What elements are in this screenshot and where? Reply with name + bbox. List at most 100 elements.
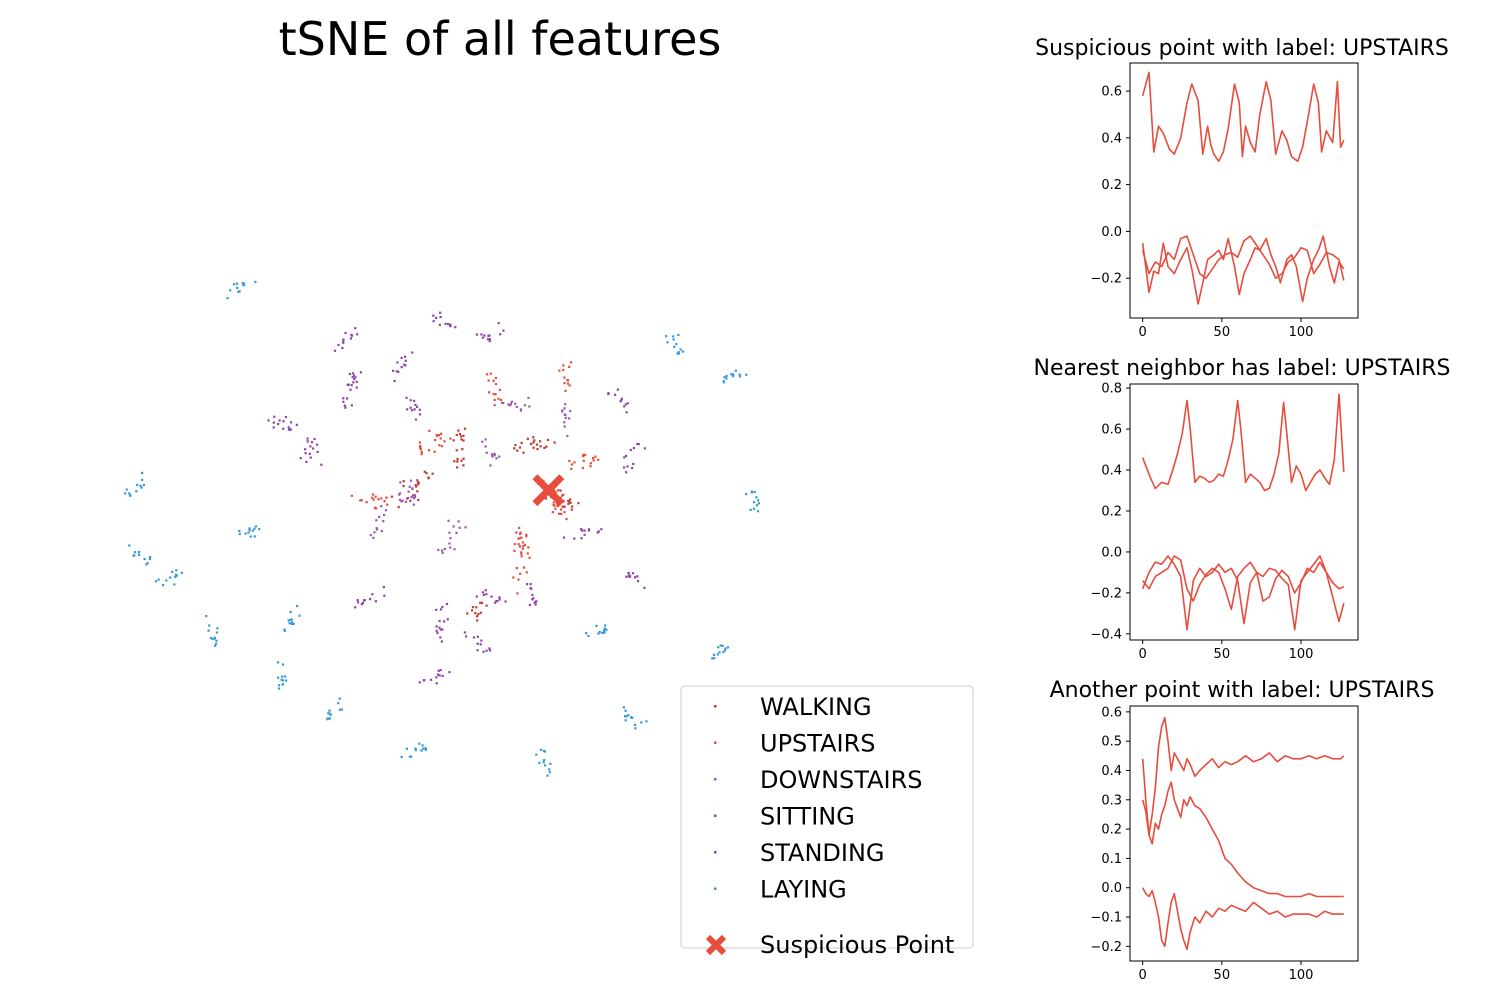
scatter-point <box>141 471 144 475</box>
legend-label: UPSTAIRS <box>760 730 875 758</box>
scatter-point <box>632 462 635 466</box>
scatter-point <box>636 580 640 583</box>
scatter-point <box>471 606 475 609</box>
scatter-point <box>587 528 591 531</box>
scatter-point <box>482 650 485 653</box>
scatter-point <box>419 448 423 451</box>
scatter-point <box>563 413 566 416</box>
scatter-point <box>439 628 442 631</box>
scatter-point <box>359 371 363 374</box>
scatter-point <box>360 499 363 502</box>
legend-item: WALKING <box>714 693 872 721</box>
x-tick-label: 0 <box>1139 968 1147 983</box>
scatter-point <box>529 587 532 590</box>
legend-item: STANDING <box>714 839 885 867</box>
scatter-point <box>603 629 606 632</box>
scatter-point <box>666 341 669 344</box>
scatter-point <box>374 507 378 510</box>
scatter-point <box>320 463 323 466</box>
scatter-point <box>462 464 465 467</box>
scatter-point <box>443 547 446 551</box>
scatter-point <box>415 405 419 408</box>
scatter-point <box>390 495 394 498</box>
scatter-point <box>350 334 354 337</box>
y-tick-label: 0.3 <box>1101 793 1122 808</box>
scatter-point <box>452 525 455 528</box>
scatter-point <box>493 404 496 407</box>
scatter-point <box>516 592 519 595</box>
scatter-point <box>411 351 414 354</box>
scatter-point <box>512 576 515 579</box>
legend-item: DOWNSTAIRS <box>714 766 923 794</box>
scatter-point <box>133 551 137 554</box>
scatter-point <box>719 644 722 647</box>
scatter-point <box>174 575 177 579</box>
scatter-point <box>492 392 495 396</box>
scatter-point <box>411 409 414 412</box>
scatter-point <box>731 375 735 378</box>
scatter-point <box>625 411 628 414</box>
scatter-point <box>439 437 442 440</box>
scatter-point <box>522 451 525 454</box>
scatter-point <box>675 343 678 346</box>
scatter-point <box>370 496 374 499</box>
scatter-point <box>525 533 528 536</box>
scatter-point <box>397 505 400 509</box>
legend-marker <box>714 741 717 744</box>
scatter-point <box>494 376 498 380</box>
y-tick-label: −0.4 <box>1090 627 1122 642</box>
scatter-point <box>623 456 626 459</box>
scatter-point <box>125 488 128 491</box>
scatter-point <box>446 618 449 621</box>
scatter-point <box>522 544 525 548</box>
scatter-point <box>424 748 428 751</box>
scatter-point <box>433 450 436 453</box>
scatter-point <box>437 669 440 672</box>
scatter-point <box>420 451 423 454</box>
scatter-point <box>306 440 309 443</box>
scatter-point <box>562 493 565 496</box>
scatter-point <box>567 499 570 503</box>
scatter-point <box>439 311 442 314</box>
scatter-point <box>640 721 643 724</box>
scatter-point <box>580 537 583 540</box>
scatter-point <box>636 575 639 578</box>
scatter-point <box>492 379 495 382</box>
scatter-point <box>328 709 331 712</box>
scatter-point <box>566 382 570 385</box>
scatter-point <box>424 747 427 750</box>
scatter-point <box>601 631 604 635</box>
scatter-point <box>582 453 585 456</box>
scatter-point <box>455 531 458 535</box>
scatter-point <box>509 404 512 407</box>
scatter-point <box>722 380 725 383</box>
scatter-point <box>327 712 330 715</box>
scatter-point <box>350 404 353 407</box>
scatter-point <box>587 529 591 532</box>
scatter-point <box>752 507 756 510</box>
scatter-point <box>542 749 546 753</box>
scatter-point <box>566 379 570 382</box>
scatter-point <box>374 495 377 498</box>
scatter-point <box>626 465 629 468</box>
scatter-point <box>380 497 383 500</box>
subplot-title: Suspicious point with label: UPSTAIRS <box>1035 36 1449 61</box>
scatter-point <box>456 460 459 463</box>
scatter-point <box>309 456 312 459</box>
scatter-point <box>513 543 516 546</box>
scatter-point <box>597 458 600 461</box>
scatter-point <box>351 372 355 375</box>
scatter-point <box>589 462 592 465</box>
scatter-point <box>377 498 380 501</box>
scatter-point <box>409 406 412 409</box>
scatter-point <box>441 551 444 554</box>
signal-line <box>1141 555 1345 631</box>
scatter-point <box>677 351 680 354</box>
legend-marker-x <box>705 934 727 956</box>
scatter-point <box>518 532 522 535</box>
scatter-point <box>520 552 523 555</box>
scatter-point <box>569 501 572 504</box>
scatter-point <box>712 653 716 656</box>
scatter-point <box>372 498 375 501</box>
scatter-point <box>404 500 407 504</box>
